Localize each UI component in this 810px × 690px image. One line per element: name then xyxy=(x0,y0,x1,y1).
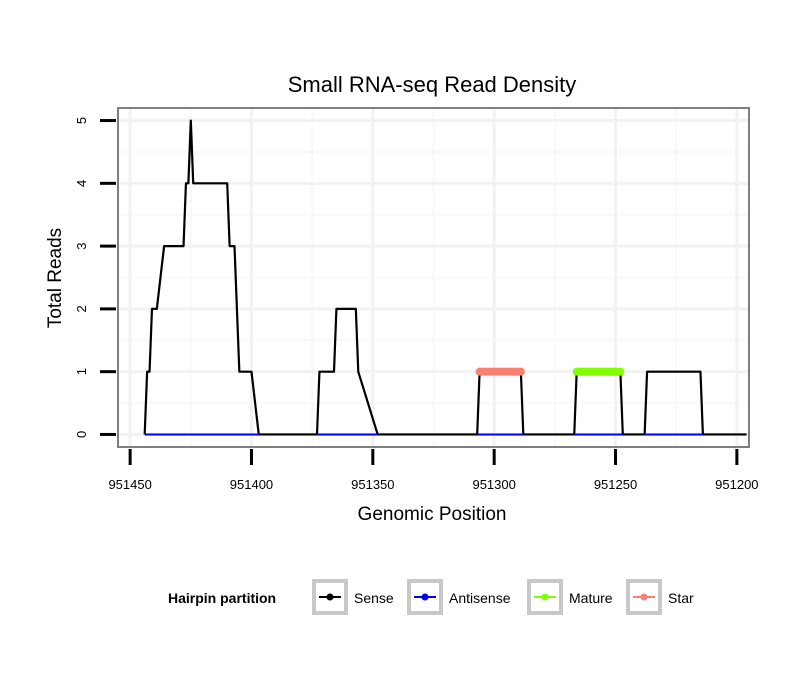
legend-key-point-antisense xyxy=(421,593,429,601)
series-star-point xyxy=(516,367,525,376)
y-tick-label: 3 xyxy=(74,242,89,249)
series-mature-point xyxy=(616,367,625,376)
x-tick-label: 951400 xyxy=(230,477,273,492)
y-tick-label: 0 xyxy=(74,431,89,438)
x-tick-label: 951350 xyxy=(351,477,394,492)
grid-minor xyxy=(119,109,748,446)
legend-label-mature: Mature xyxy=(569,590,613,606)
legend-label-antisense: Antisense xyxy=(449,590,511,606)
y-axis-title: Total Reads xyxy=(45,228,66,328)
x-axis: 951450 951400 951350 951300 951250 951200 xyxy=(108,449,759,492)
y-tick-label: 1 xyxy=(74,368,89,375)
x-tick-label: 951200 xyxy=(715,477,758,492)
y-tick-label: 2 xyxy=(74,305,89,312)
series-layer xyxy=(143,119,747,436)
x-axis-title: Genomic Position xyxy=(358,504,507,525)
legend-label-sense: Sense xyxy=(354,590,394,606)
x-tick-label: 951450 xyxy=(108,477,151,492)
legend-key-point-star xyxy=(640,593,648,601)
x-tick-label: 951300 xyxy=(472,477,515,492)
legend-entries: Sense Antisense Mature Star xyxy=(312,579,694,615)
legend-label-star: Star xyxy=(668,590,694,606)
x-tick-label: 951250 xyxy=(594,477,637,492)
y-tick-label: 5 xyxy=(74,117,89,124)
legend-key-point-sense xyxy=(326,593,334,601)
legend-key-point-mature xyxy=(541,593,549,601)
y-tick-label: 4 xyxy=(74,180,89,187)
chart-title: Small RNA-seq Read Density xyxy=(288,72,577,97)
legend: Hairpin partition Sense Antisense Mature St… xyxy=(168,579,694,615)
legend-title: Hairpin partition xyxy=(168,590,276,606)
y-axis: 0 1 2 3 4 5 xyxy=(74,117,116,438)
